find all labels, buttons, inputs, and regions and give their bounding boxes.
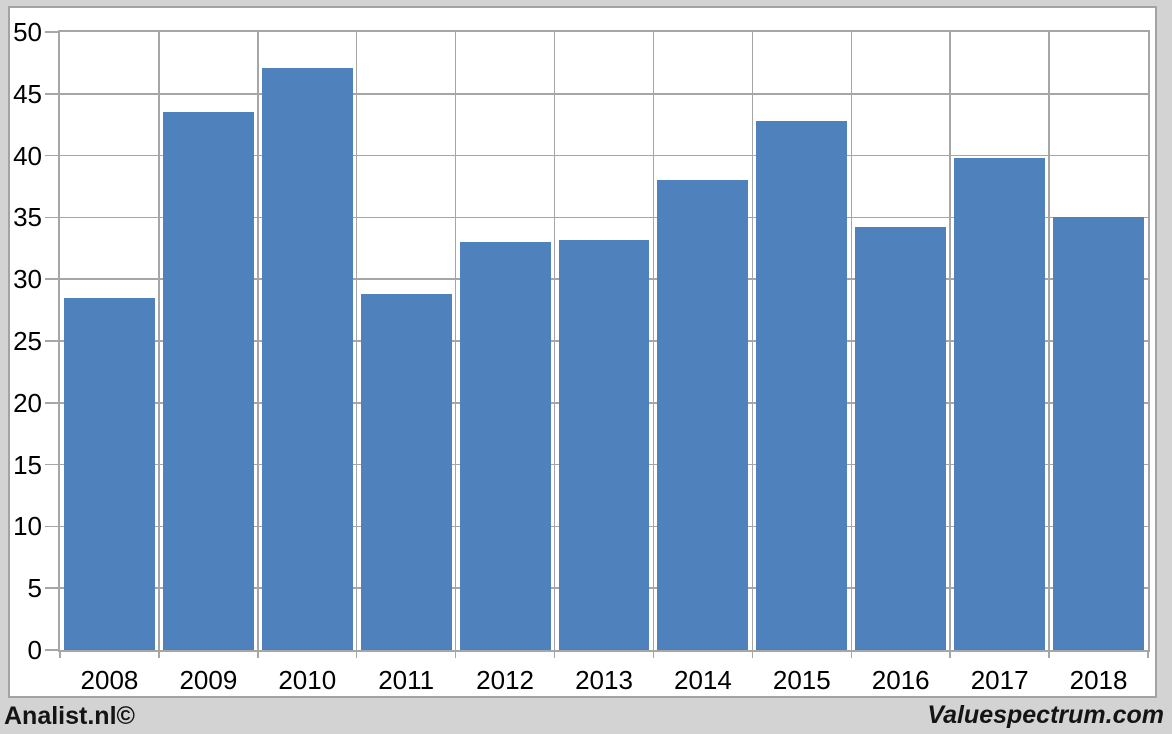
- x-axis-label-2018: 2018: [1069, 665, 1128, 695]
- x-axis-label-2013: 2013: [575, 665, 633, 695]
- plot-area: [58, 30, 1150, 652]
- y-tick-45: [45, 93, 58, 95]
- x-tick-6: [652, 652, 655, 658]
- y-tick-30: [45, 278, 58, 280]
- bar-2017: [954, 158, 1046, 650]
- bar-2018: [1053, 217, 1145, 650]
- y-tick-25: [45, 340, 58, 342]
- y-axis-label-10: 10: [13, 511, 42, 542]
- x-tick-4: [454, 652, 457, 658]
- x-axis-label-2016: 2016: [871, 665, 930, 695]
- bar-2012: [459, 242, 551, 650]
- bar-2011: [360, 294, 452, 650]
- y-axis-label-30: 30: [13, 264, 42, 295]
- v-gridline-7: [751, 32, 754, 650]
- x-axis-label-2008: 2008: [80, 665, 139, 695]
- v-gridline-10: [1048, 32, 1050, 650]
- v-gridline-4: [454, 32, 457, 650]
- h-gridline-45: [60, 93, 1148, 95]
- v-gridline-2: [257, 32, 259, 650]
- x-axis-label-2014: 2014: [673, 665, 732, 695]
- y-axis-label-35: 35: [13, 202, 42, 233]
- y-tick-5: [45, 587, 58, 589]
- x-axis-label-2009: 2009: [179, 665, 238, 695]
- y-axis-label-40: 40: [13, 140, 42, 171]
- bar-2014: [657, 180, 749, 650]
- x-tick-8: [850, 652, 853, 658]
- x-tick-11: [1147, 652, 1149, 658]
- y-tick-15: [45, 463, 58, 466]
- x-axis-label-2011: 2011: [378, 665, 435, 695]
- y-tick-10: [45, 525, 58, 528]
- v-gridline-9: [949, 32, 951, 650]
- y-axis-label-50: 50: [13, 17, 42, 47]
- x-axis-label-2017: 2017: [970, 665, 1029, 695]
- x-tick-10: [1048, 652, 1050, 658]
- x-tick-1: [158, 652, 160, 658]
- v-gridline-5: [553, 32, 556, 650]
- y-tick-0: [45, 649, 58, 651]
- source-credit-analist: Analist.nl©: [4, 702, 135, 730]
- v-gridline-3: [355, 32, 358, 650]
- y-tick-35: [45, 216, 58, 219]
- x-tick-3: [355, 652, 358, 658]
- y-axis-label-15: 15: [13, 449, 42, 480]
- y-axis-label-45: 45: [13, 78, 42, 109]
- v-gridline-8: [850, 32, 853, 650]
- v-gridline-1: [158, 32, 160, 650]
- x-axis-label-2010: 2010: [278, 665, 337, 695]
- bar-2009: [162, 112, 254, 650]
- y-tick-40: [45, 154, 58, 157]
- bar-2010: [261, 67, 353, 650]
- y-tick-20: [45, 402, 58, 404]
- bar-2013: [558, 239, 650, 650]
- bar-2008: [63, 297, 155, 650]
- h-gridline-40: [60, 154, 1148, 157]
- source-credit-valuespectrum: Valuespectrum.com: [927, 701, 1164, 729]
- h-gridline-35: [60, 216, 1148, 219]
- y-axis-label-25: 25: [13, 326, 42, 356]
- x-tick-9: [949, 652, 951, 658]
- x-tick-7: [751, 652, 754, 658]
- x-tick-5: [553, 652, 556, 658]
- y-axis-label-0: 0: [27, 635, 42, 665]
- x-axis-label-2015: 2015: [772, 665, 831, 695]
- x-tick-0: [59, 652, 61, 658]
- x-tick-2: [257, 652, 259, 658]
- y-axis-label-20: 20: [13, 387, 42, 418]
- x-axis-label-2012: 2012: [476, 665, 534, 695]
- bar-2016: [855, 227, 947, 650]
- y-tick-50: [45, 31, 58, 33]
- y-axis-label-5: 5: [27, 573, 42, 604]
- v-gridline-6: [652, 32, 655, 650]
- chart-panel: 0 5 10 15 20 25 30 35 40 45 50 2008 2009 2010 2011 2012…: [8, 6, 1157, 698]
- bar-2015: [756, 121, 848, 650]
